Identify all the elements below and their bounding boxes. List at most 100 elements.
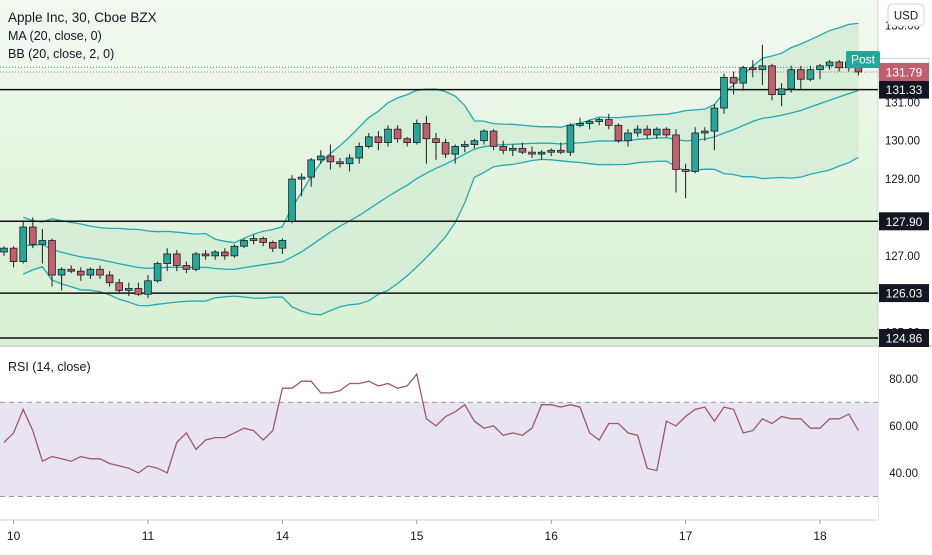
price-tick-label: 129.00 bbox=[885, 174, 920, 186]
candle bbox=[470, 138, 479, 149]
candle-body bbox=[489, 130, 498, 147]
candle bbox=[441, 138, 450, 158]
candle-body bbox=[422, 123, 431, 140]
candle-body bbox=[403, 138, 411, 144]
rsi-legend[interactable]: RSI (14, close) bbox=[8, 360, 91, 374]
candle-body bbox=[48, 240, 56, 276]
last-price-tag-label: 131.79 bbox=[886, 65, 923, 79]
level-price-tag-label: 131.33 bbox=[886, 83, 923, 97]
candle-body bbox=[316, 155, 325, 161]
candle bbox=[307, 157, 315, 187]
level-price-tag-label: 127.90 bbox=[886, 215, 923, 229]
candle-body bbox=[134, 288, 143, 295]
candle bbox=[0, 246, 8, 256]
candle bbox=[825, 60, 834, 70]
candle-body bbox=[0, 247, 8, 253]
level-price-tag: 124.86 bbox=[879, 329, 929, 347]
candle bbox=[153, 261, 162, 283]
candle bbox=[547, 148, 555, 157]
currency-button[interactable] bbox=[887, 3, 925, 27]
candle bbox=[643, 125, 651, 139]
candle-body bbox=[192, 253, 200, 270]
candle bbox=[105, 271, 114, 287]
candle-body bbox=[749, 67, 757, 71]
candle-body bbox=[825, 61, 834, 67]
candle-body bbox=[508, 147, 517, 151]
candle-body bbox=[835, 61, 843, 69]
candle-body bbox=[729, 76, 738, 84]
bb-legend[interactable]: BB (20, close, 2, 0) bbox=[8, 47, 114, 61]
candle bbox=[278, 238, 287, 254]
candle-body bbox=[633, 128, 642, 134]
time-tick-label: 11 bbox=[142, 529, 155, 543]
candle-body bbox=[57, 268, 66, 276]
candle-body bbox=[153, 263, 162, 282]
candle-body bbox=[163, 253, 172, 264]
ma-legend[interactable]: MA (20, close, 0) bbox=[8, 29, 102, 43]
candle-body bbox=[211, 251, 220, 257]
candle bbox=[508, 144, 517, 157]
candle-body bbox=[172, 253, 181, 266]
candle-body bbox=[595, 119, 603, 122]
candle bbox=[691, 127, 699, 174]
candle-body bbox=[384, 128, 392, 144]
rsi-tick-label: 60.00 bbox=[889, 421, 918, 433]
candle bbox=[787, 65, 795, 93]
candle bbox=[19, 221, 27, 264]
candle-body bbox=[605, 119, 613, 126]
candle bbox=[288, 175, 296, 224]
candle bbox=[211, 250, 220, 260]
candle bbox=[9, 246, 18, 268]
candle bbox=[240, 238, 248, 249]
candle-body bbox=[364, 136, 373, 147]
candle-body bbox=[259, 238, 267, 243]
candle bbox=[566, 123, 575, 157]
candle bbox=[432, 133, 440, 160]
candle bbox=[115, 278, 124, 293]
candle-body bbox=[480, 130, 488, 142]
candle bbox=[528, 146, 536, 158]
candle-body bbox=[557, 149, 565, 153]
candle-body bbox=[566, 124, 575, 153]
candle-body bbox=[518, 147, 527, 153]
candle-body bbox=[230, 245, 239, 257]
candle-body bbox=[249, 238, 258, 241]
candle bbox=[710, 104, 719, 151]
candle-body bbox=[787, 69, 795, 90]
candle bbox=[739, 65, 747, 91]
candle bbox=[403, 136, 411, 147]
candle-body bbox=[691, 132, 699, 172]
candle-body bbox=[307, 159, 315, 178]
candle-body bbox=[662, 128, 671, 136]
candle-body bbox=[470, 140, 479, 145]
candle bbox=[633, 125, 642, 137]
candle bbox=[144, 275, 152, 299]
candle-body bbox=[681, 169, 690, 172]
candle bbox=[364, 133, 373, 149]
post-tag bbox=[846, 51, 880, 68]
candle bbox=[605, 113, 613, 130]
candle-body bbox=[768, 65, 776, 96]
candle-body bbox=[28, 226, 37, 245]
candle-body bbox=[38, 240, 47, 245]
candle bbox=[451, 144, 459, 164]
candle-body bbox=[19, 226, 27, 263]
candle bbox=[259, 236, 267, 247]
candle bbox=[489, 129, 498, 151]
bb-band-fill bbox=[23, 23, 859, 315]
candle-body bbox=[201, 253, 210, 257]
candle bbox=[557, 142, 565, 155]
level-price-tag-box bbox=[879, 80, 929, 99]
candle-body bbox=[460, 144, 469, 147]
candle bbox=[797, 65, 805, 89]
level-price-tag-label: 126.03 bbox=[886, 287, 923, 301]
rsi-tick-label: 80.00 bbox=[889, 374, 918, 386]
candle bbox=[806, 65, 815, 82]
candle-body bbox=[777, 88, 786, 96]
candle-body bbox=[240, 240, 248, 247]
candle bbox=[67, 265, 76, 274]
candle-body bbox=[345, 157, 354, 165]
candle-body bbox=[220, 251, 229, 257]
candle bbox=[220, 248, 229, 260]
